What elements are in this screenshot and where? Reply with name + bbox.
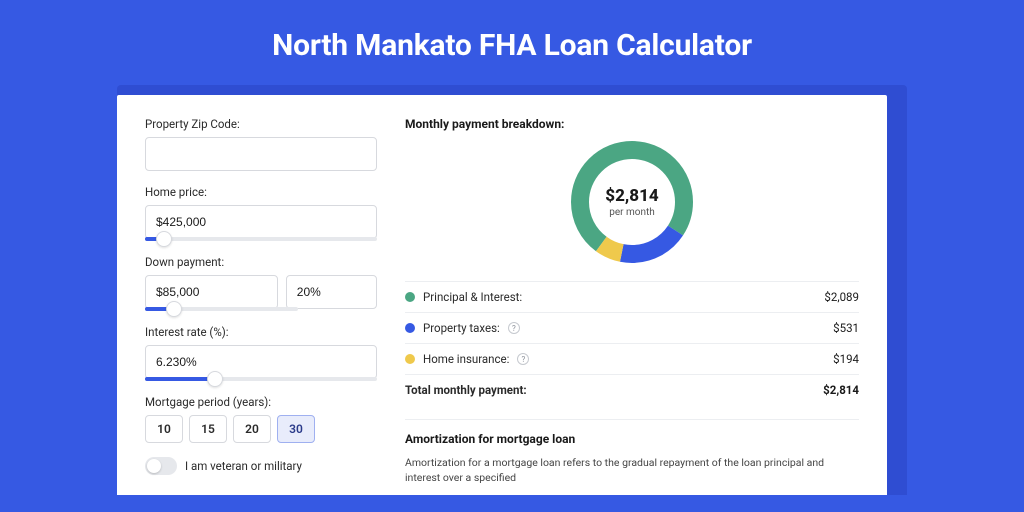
donut-chart: $2,814 per month [571,141,693,263]
hero: North Mankato FHA Loan Calculator [0,0,1024,85]
principal-label: Principal & Interest: [423,290,522,304]
principal-dot [405,292,415,302]
down-payment-group: Down payment: [145,255,377,311]
amortization-title: Amortization for mortgage loan [405,432,859,446]
slider-fill [145,377,215,381]
mortgage-period-label: Mortgage period (years): [145,395,377,409]
form-column: Property Zip Code: Home price: Down paym… [145,117,377,495]
interest-rate-group: Interest rate (%): [145,325,377,381]
donut-sublabel: per month [609,207,655,218]
breakdown-row-left: Principal & Interest: [405,290,522,304]
insurance-dot [405,354,415,364]
taxes-dot [405,323,415,333]
breakdown-row-left: Home insurance:? [405,352,529,366]
insurance-label: Home insurance: [423,352,509,366]
donut-center: $2,814 per month [571,141,693,263]
total-value: $2,814 [823,383,859,397]
down-payment-label: Down payment: [145,255,377,269]
slider-thumb[interactable] [166,301,182,317]
zip-field-group: Property Zip Code: [145,117,377,171]
calculator-panel: Property Zip Code: Home price: Down paym… [117,95,887,495]
slider-thumb[interactable] [207,371,223,387]
veteran-label: I am veteran or military [185,459,302,473]
breakdown-row-taxes: Property taxes:? $531 [405,312,859,343]
donut-chart-wrap: $2,814 per month [405,141,859,263]
breakdown-title: Monthly payment breakdown: [405,117,859,131]
breakdown-rows: Principal & Interest: $2,089 Property taxe… [405,281,859,374]
insurance-value: $194 [833,352,859,366]
taxes-label: Property taxes: [423,321,500,335]
info-icon[interactable]: ? [508,322,520,334]
down-payment-slider[interactable] [145,307,298,311]
mortgage-period-option-10[interactable]: 10 [145,415,183,443]
info-icon[interactable]: ? [517,353,529,365]
down-payment-pct-input[interactable] [286,275,377,309]
amortization-block: Amortization for mortgage loan Amortizat… [405,419,859,485]
total-label: Total monthly payment: [405,383,527,397]
home-price-slider[interactable] [145,237,377,241]
veteran-toggle-row: I am veteran or military [145,457,377,475]
panel-backdrop: Property Zip Code: Home price: Down paym… [117,85,907,495]
home-price-group: Home price: [145,185,377,241]
veteran-toggle[interactable] [145,457,177,475]
zip-label: Property Zip Code: [145,117,377,131]
page-title: North Mankato FHA Loan Calculator [0,28,1024,63]
principal-value: $2,089 [824,290,859,304]
breakdown-row-insurance: Home insurance:? $194 [405,343,859,374]
interest-rate-input[interactable] [145,345,377,379]
mortgage-period-option-20[interactable]: 20 [233,415,271,443]
amortization-text: Amortization for a mortgage loan refers … [405,456,859,485]
breakdown-row-left: Property taxes:? [405,321,520,335]
mortgage-period-option-15[interactable]: 15 [189,415,227,443]
donut-amount: $2,814 [605,186,658,206]
slider-thumb[interactable] [156,231,172,247]
toggle-knob [147,459,161,473]
zip-input[interactable] [145,137,377,171]
interest-rate-slider[interactable] [145,377,377,381]
mortgage-period-options: 10152030 [145,415,377,443]
home-price-input[interactable] [145,205,377,239]
home-price-label: Home price: [145,185,377,199]
breakdown-column: Monthly payment breakdown: $2,814 per mo… [405,117,859,495]
down-payment-input[interactable] [145,275,278,309]
breakdown-row-principal: Principal & Interest: $2,089 [405,281,859,312]
interest-rate-label: Interest rate (%): [145,325,377,339]
breakdown-total-row: Total monthly payment: $2,814 [405,374,859,405]
mortgage-period-group: Mortgage period (years): 10152030 [145,395,377,443]
mortgage-period-option-30[interactable]: 30 [277,415,315,443]
taxes-value: $531 [833,321,859,335]
